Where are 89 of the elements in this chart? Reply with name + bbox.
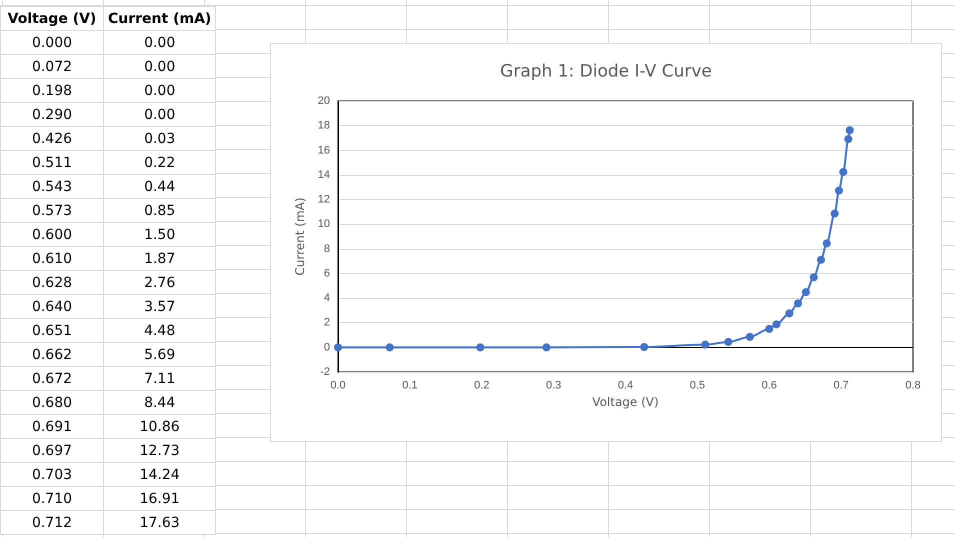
text: Voltage (V) [0,6,104,30]
text: 14.24 [104,462,216,486]
point [542,343,550,352]
y-tick-label: 14 [318,168,330,181]
text: 16.91 [104,486,216,510]
chart-title: Graph 1: Diode I-V Curve [500,62,712,82]
point [830,210,839,218]
point [746,332,754,341]
point [765,324,774,333]
text: 1.50 [104,222,216,246]
text: 4.48 [104,318,216,342]
y-tick-label: 20 [318,95,330,107]
text: 5.69 [104,342,216,366]
text: 0.703 [0,462,104,486]
x-tick-label: 0.4 [618,380,634,392]
text: 0.22 [104,150,216,174]
x-tick-label: 0.0 [330,380,346,392]
text: 0.511 [0,150,104,174]
text: 12.73 [104,438,216,462]
text: 0.628 [0,270,104,294]
point [785,309,794,318]
point [701,340,710,349]
text: 0.00 [104,54,216,78]
text: 8.44 [104,390,216,414]
y-axis-title: Current (mA) [293,197,307,276]
text: 0.691 [0,414,104,438]
text: 0.712 [0,510,104,534]
y-tick-label: -2 [320,366,330,378]
text: 0.00 [104,102,216,126]
x-tick-label: 0.6 [762,380,777,392]
point [386,343,394,352]
text: Current (mA) [104,6,216,30]
y-tick-label: 6 [324,267,330,280]
text: 0.00 [104,30,216,54]
text: 0.198 [0,78,104,102]
text: 0.672 [0,366,104,390]
text: 0.697 [0,438,104,462]
point [476,343,484,352]
text: 0.662 [0,342,104,366]
y-tick-label: 16 [318,144,330,156]
x-tick-label: 0.2 [474,380,490,392]
y-tick-label: 10 [318,218,330,230]
text: 0.00 [104,78,216,102]
point [640,342,648,351]
point [839,168,848,176]
text: 0.640 [0,294,104,318]
x-tick-label: 0.5 [690,380,706,392]
text: 0.573 [0,198,104,222]
text: 0.072 [0,54,104,78]
text: 17.63 [104,510,216,534]
point [334,343,342,352]
text: 7.11 [104,366,216,390]
text: 0.426 [0,126,104,150]
x-axis-title: Voltage (V) [592,394,659,409]
x-tick-label: 0.8 [905,380,921,392]
text: 0.651 [0,318,104,342]
text: 0.000 [0,30,104,54]
text: 0.543 [0,174,104,198]
text: 3.57 [104,294,216,318]
y-tick-label: 0 [324,341,330,354]
text: 10.86 [104,414,216,438]
y-tick-label: 8 [324,242,330,255]
text: 0.600 [0,222,104,246]
text: 0.710 [0,486,104,510]
y-tick-label: 4 [324,292,330,304]
y-tick-label: 2 [324,316,330,329]
point [846,126,854,134]
point [822,239,831,248]
text: 1.87 [104,246,216,270]
x-tick-label: 0.1 [402,380,418,392]
y-tick-label: 12 [318,194,330,206]
text: 2.76 [104,270,216,294]
text: 0.610 [0,246,104,270]
text: 0.680 [0,390,104,414]
point [794,299,802,308]
x-tick-label: 0.3 [546,380,562,392]
point [817,256,825,264]
text: 0.290 [0,102,104,126]
point [802,288,810,296]
y-tick-label: 18 [318,120,330,132]
point [772,320,780,328]
text: 0.44 [104,174,216,198]
text: 0.03 [104,126,216,150]
point [844,135,852,144]
x-tick-label: 0.7 [833,380,849,392]
point [810,273,818,282]
text: 0.85 [104,198,216,222]
point [834,186,843,195]
point [724,338,732,346]
